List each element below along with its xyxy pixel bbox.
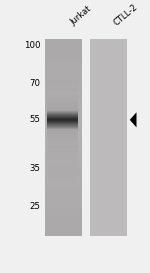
- Bar: [47, 162, 78, 167]
- Bar: [47, 129, 78, 130]
- Bar: [47, 139, 78, 144]
- Bar: [47, 122, 78, 123]
- Bar: [47, 119, 78, 120]
- Bar: [47, 125, 78, 126]
- Text: Jurkat: Jurkat: [69, 5, 94, 27]
- Bar: [47, 148, 78, 153]
- Bar: [45, 78, 82, 85]
- Bar: [44, 39, 148, 236]
- Bar: [45, 118, 82, 124]
- Bar: [45, 124, 82, 131]
- Bar: [45, 222, 82, 229]
- Bar: [45, 72, 82, 78]
- Bar: [47, 115, 78, 116]
- Text: 70: 70: [30, 79, 40, 88]
- Bar: [47, 125, 78, 130]
- Bar: [47, 144, 78, 148]
- Bar: [45, 91, 82, 98]
- Bar: [45, 177, 82, 183]
- Bar: [47, 91, 78, 95]
- Bar: [47, 128, 78, 129]
- Bar: [47, 158, 78, 162]
- Polygon shape: [130, 112, 136, 127]
- Bar: [45, 65, 82, 72]
- Bar: [47, 99, 78, 102]
- Bar: [45, 52, 82, 58]
- Bar: [47, 112, 78, 113]
- Text: 55: 55: [30, 115, 40, 124]
- Bar: [45, 150, 82, 157]
- Bar: [47, 127, 78, 128]
- Bar: [47, 111, 78, 112]
- Bar: [47, 171, 78, 176]
- Bar: [45, 203, 82, 209]
- Bar: [45, 144, 82, 150]
- Text: 100: 100: [24, 41, 40, 50]
- Bar: [45, 39, 82, 236]
- Bar: [47, 87, 78, 91]
- Bar: [45, 137, 82, 144]
- Bar: [47, 110, 78, 111]
- Bar: [47, 114, 78, 115]
- Bar: [45, 157, 82, 164]
- Bar: [47, 79, 78, 83]
- Bar: [47, 121, 78, 122]
- Bar: [45, 45, 82, 52]
- Bar: [45, 98, 82, 104]
- Bar: [47, 134, 78, 139]
- Bar: [90, 39, 127, 236]
- Bar: [45, 131, 82, 137]
- Bar: [45, 229, 82, 236]
- Bar: [47, 116, 78, 117]
- Bar: [47, 153, 78, 158]
- Bar: [47, 83, 78, 87]
- Bar: [45, 196, 82, 203]
- Bar: [47, 167, 78, 171]
- Bar: [45, 111, 82, 118]
- Bar: [45, 209, 82, 216]
- Bar: [45, 58, 82, 65]
- Bar: [45, 85, 82, 91]
- Bar: [45, 190, 82, 196]
- Bar: [47, 113, 78, 114]
- Bar: [47, 102, 78, 106]
- Bar: [45, 216, 82, 222]
- Bar: [47, 95, 78, 99]
- Text: CTLL-2: CTLL-2: [112, 2, 139, 27]
- Bar: [45, 183, 82, 190]
- Bar: [47, 126, 78, 127]
- Bar: [47, 118, 78, 119]
- Bar: [47, 124, 78, 125]
- Bar: [47, 123, 78, 124]
- Bar: [47, 130, 78, 134]
- Text: 25: 25: [30, 201, 40, 210]
- Bar: [47, 120, 78, 121]
- Bar: [45, 170, 82, 177]
- Bar: [47, 106, 78, 110]
- Bar: [45, 104, 82, 111]
- Bar: [47, 117, 78, 118]
- Bar: [45, 39, 82, 45]
- Text: 35: 35: [30, 164, 40, 173]
- Bar: [45, 164, 82, 170]
- Bar: [47, 176, 78, 181]
